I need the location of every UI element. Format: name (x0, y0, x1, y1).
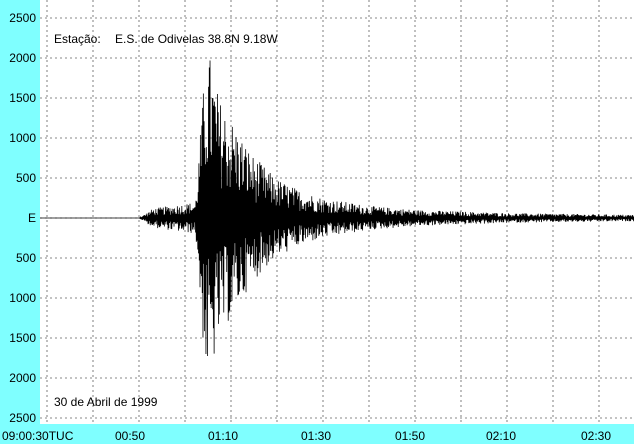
y-tick-labels: 2500 2000 1500 1000 500 E 500 1000 1500 2000 2500 (9, 11, 36, 425)
y-tick-label: 1000 (9, 291, 36, 305)
x-tick-label: 01:30 (301, 429, 331, 443)
date-label: 30 de Abril de 1999 (54, 395, 158, 409)
x-tick-label: 01:50 (395, 429, 425, 443)
x-tick-label: 09:00:30TUC (2, 429, 74, 443)
station-label: Estação: (54, 32, 101, 46)
y-tick-label: 2500 (9, 411, 36, 425)
x-tick-label: 01:10 (208, 429, 238, 443)
y-tick-label: 1500 (9, 91, 36, 105)
y-tick-label: 2000 (9, 371, 36, 385)
y-tick-label: 500 (16, 251, 36, 265)
y-tick-label: 2000 (9, 51, 36, 65)
y-tick-label: E (28, 211, 36, 225)
x-tick-labels: 09:00:30TUC 00:50 01:10 01:30 01:50 02:10 02:3… (2, 429, 611, 443)
x-tick-label: 00:50 (115, 429, 145, 443)
y-tick-label: 500 (16, 171, 36, 185)
y-tick-label: 2500 (9, 11, 36, 25)
seismogram-trace (40, 60, 634, 356)
x-tick-label: 02:30 (581, 429, 611, 443)
y-tick-label: 1500 (9, 331, 36, 345)
x-tick-label: 02:10 (486, 429, 516, 443)
station-name: E.S. de Odivelas 38.8N 9.18W (115, 32, 278, 46)
y-tick-label: 1000 (9, 131, 36, 145)
